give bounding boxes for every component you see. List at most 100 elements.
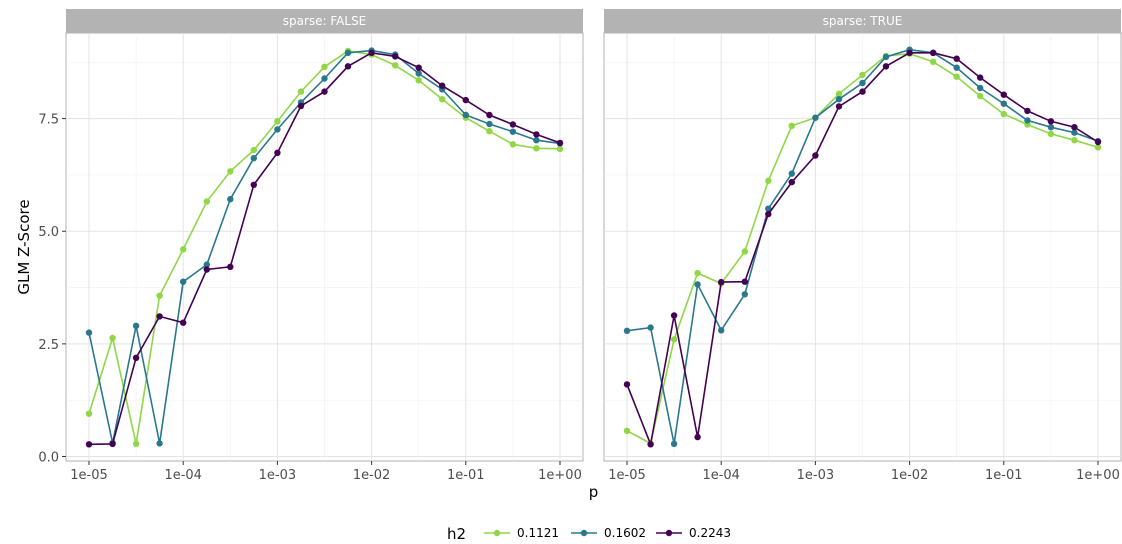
data-point <box>321 75 328 82</box>
data-point <box>1000 110 1007 118</box>
data-point <box>1071 129 1078 136</box>
data-point <box>765 177 772 184</box>
series-0.1602 <box>623 46 1102 448</box>
data-point <box>533 145 540 152</box>
data-point <box>694 433 701 441</box>
data-point <box>741 248 748 255</box>
data-point <box>859 71 866 79</box>
data-point <box>765 205 772 212</box>
legend-label: 0.1121 <box>517 526 559 540</box>
data-point <box>297 88 305 95</box>
data-point <box>274 126 281 133</box>
data-point <box>227 196 234 203</box>
x-tick-label: 1e+00 <box>1076 468 1120 483</box>
data-point <box>812 152 819 159</box>
data-point <box>486 111 493 119</box>
x-tick-label: 1e-02 <box>353 468 391 483</box>
y-axis: 0.0 2.5 5.0 7.5 <box>38 113 66 465</box>
facet-panels: sparse: FALSE 1e-05 1e-04 1e-03 1e-02 1e-01 1e… <box>65 9 1122 483</box>
data-point <box>132 322 140 329</box>
data-point <box>930 58 937 65</box>
data-point <box>1047 118 1055 125</box>
data-point <box>227 168 234 175</box>
data-point <box>977 92 984 100</box>
data-point <box>439 96 446 103</box>
legend-label: 0.1602 <box>604 526 646 540</box>
data-point <box>85 329 93 336</box>
data-point <box>132 440 140 448</box>
facet-strip-label: sparse: TRUE <box>823 14 903 28</box>
legend-key <box>484 529 510 537</box>
data-point <box>670 440 678 448</box>
data-point <box>765 210 772 218</box>
data-point <box>694 281 701 288</box>
data-point <box>882 53 890 61</box>
data-point <box>203 261 210 268</box>
facet-strip <box>66 9 583 33</box>
data-point <box>718 278 725 286</box>
legend-key <box>571 529 597 537</box>
data-point <box>1047 124 1055 131</box>
data-point <box>156 292 163 299</box>
y-tick-label: 0.0 <box>38 450 59 465</box>
data-point <box>297 102 305 110</box>
legend: h2 0.1121 0.1602 0.2243 <box>447 525 731 543</box>
data-point <box>788 122 795 129</box>
data-point <box>556 145 564 152</box>
data-point <box>392 62 399 69</box>
data-point <box>180 278 187 285</box>
data-point <box>741 291 748 298</box>
data-point <box>1000 91 1007 98</box>
data-point <box>882 63 890 70</box>
legend-label: 0.2243 <box>689 526 731 540</box>
x-tick-label: 1e-05 <box>608 468 646 483</box>
data-point <box>1024 107 1031 115</box>
data-point <box>835 103 843 110</box>
x-tick-label: 1e-01 <box>985 468 1023 483</box>
panel-2: sparse: TRUE 1e-05 1e-04 1e-03 1e-02 1e-01 1e+… <box>603 9 1122 483</box>
data-point <box>906 49 913 56</box>
data-point <box>623 381 631 388</box>
data-point <box>1047 130 1055 138</box>
data-point <box>670 312 678 319</box>
data-point <box>415 77 422 84</box>
data-point <box>1071 137 1078 144</box>
data-point <box>1071 124 1078 131</box>
data-point <box>203 266 210 273</box>
legend-key-point <box>665 529 673 537</box>
data-point <box>647 441 654 448</box>
data-point <box>930 49 937 56</box>
data-point <box>156 440 163 447</box>
data-point <box>368 49 375 56</box>
data-point <box>486 128 493 135</box>
x-tick-label: 1e-03 <box>259 468 297 483</box>
data-point <box>462 111 469 119</box>
data-point <box>321 88 328 95</box>
data-point <box>953 73 960 80</box>
data-point <box>509 121 517 128</box>
x-tick-label: 1e+00 <box>538 468 582 483</box>
data-point <box>977 84 984 92</box>
data-point <box>415 70 422 77</box>
data-point <box>1000 100 1007 107</box>
data-point <box>203 198 210 205</box>
data-point <box>741 278 748 285</box>
data-point <box>670 336 678 343</box>
data-point <box>788 178 795 186</box>
x-axis-title: p <box>589 483 599 501</box>
data-point <box>132 354 140 361</box>
data-point <box>1024 117 1031 124</box>
facet-strip <box>604 9 1121 33</box>
x-tick-label: 1e-03 <box>797 468 835 483</box>
data-point <box>321 63 328 70</box>
y-tick-label: 2.5 <box>38 338 59 353</box>
data-point <box>953 55 960 62</box>
data-point <box>623 427 631 434</box>
data-point <box>1094 144 1102 151</box>
data-point <box>835 90 843 98</box>
data-point <box>85 410 93 417</box>
data-point <box>509 128 517 135</box>
data-point <box>788 170 795 177</box>
data-point <box>274 149 281 156</box>
legend-key <box>656 529 682 537</box>
